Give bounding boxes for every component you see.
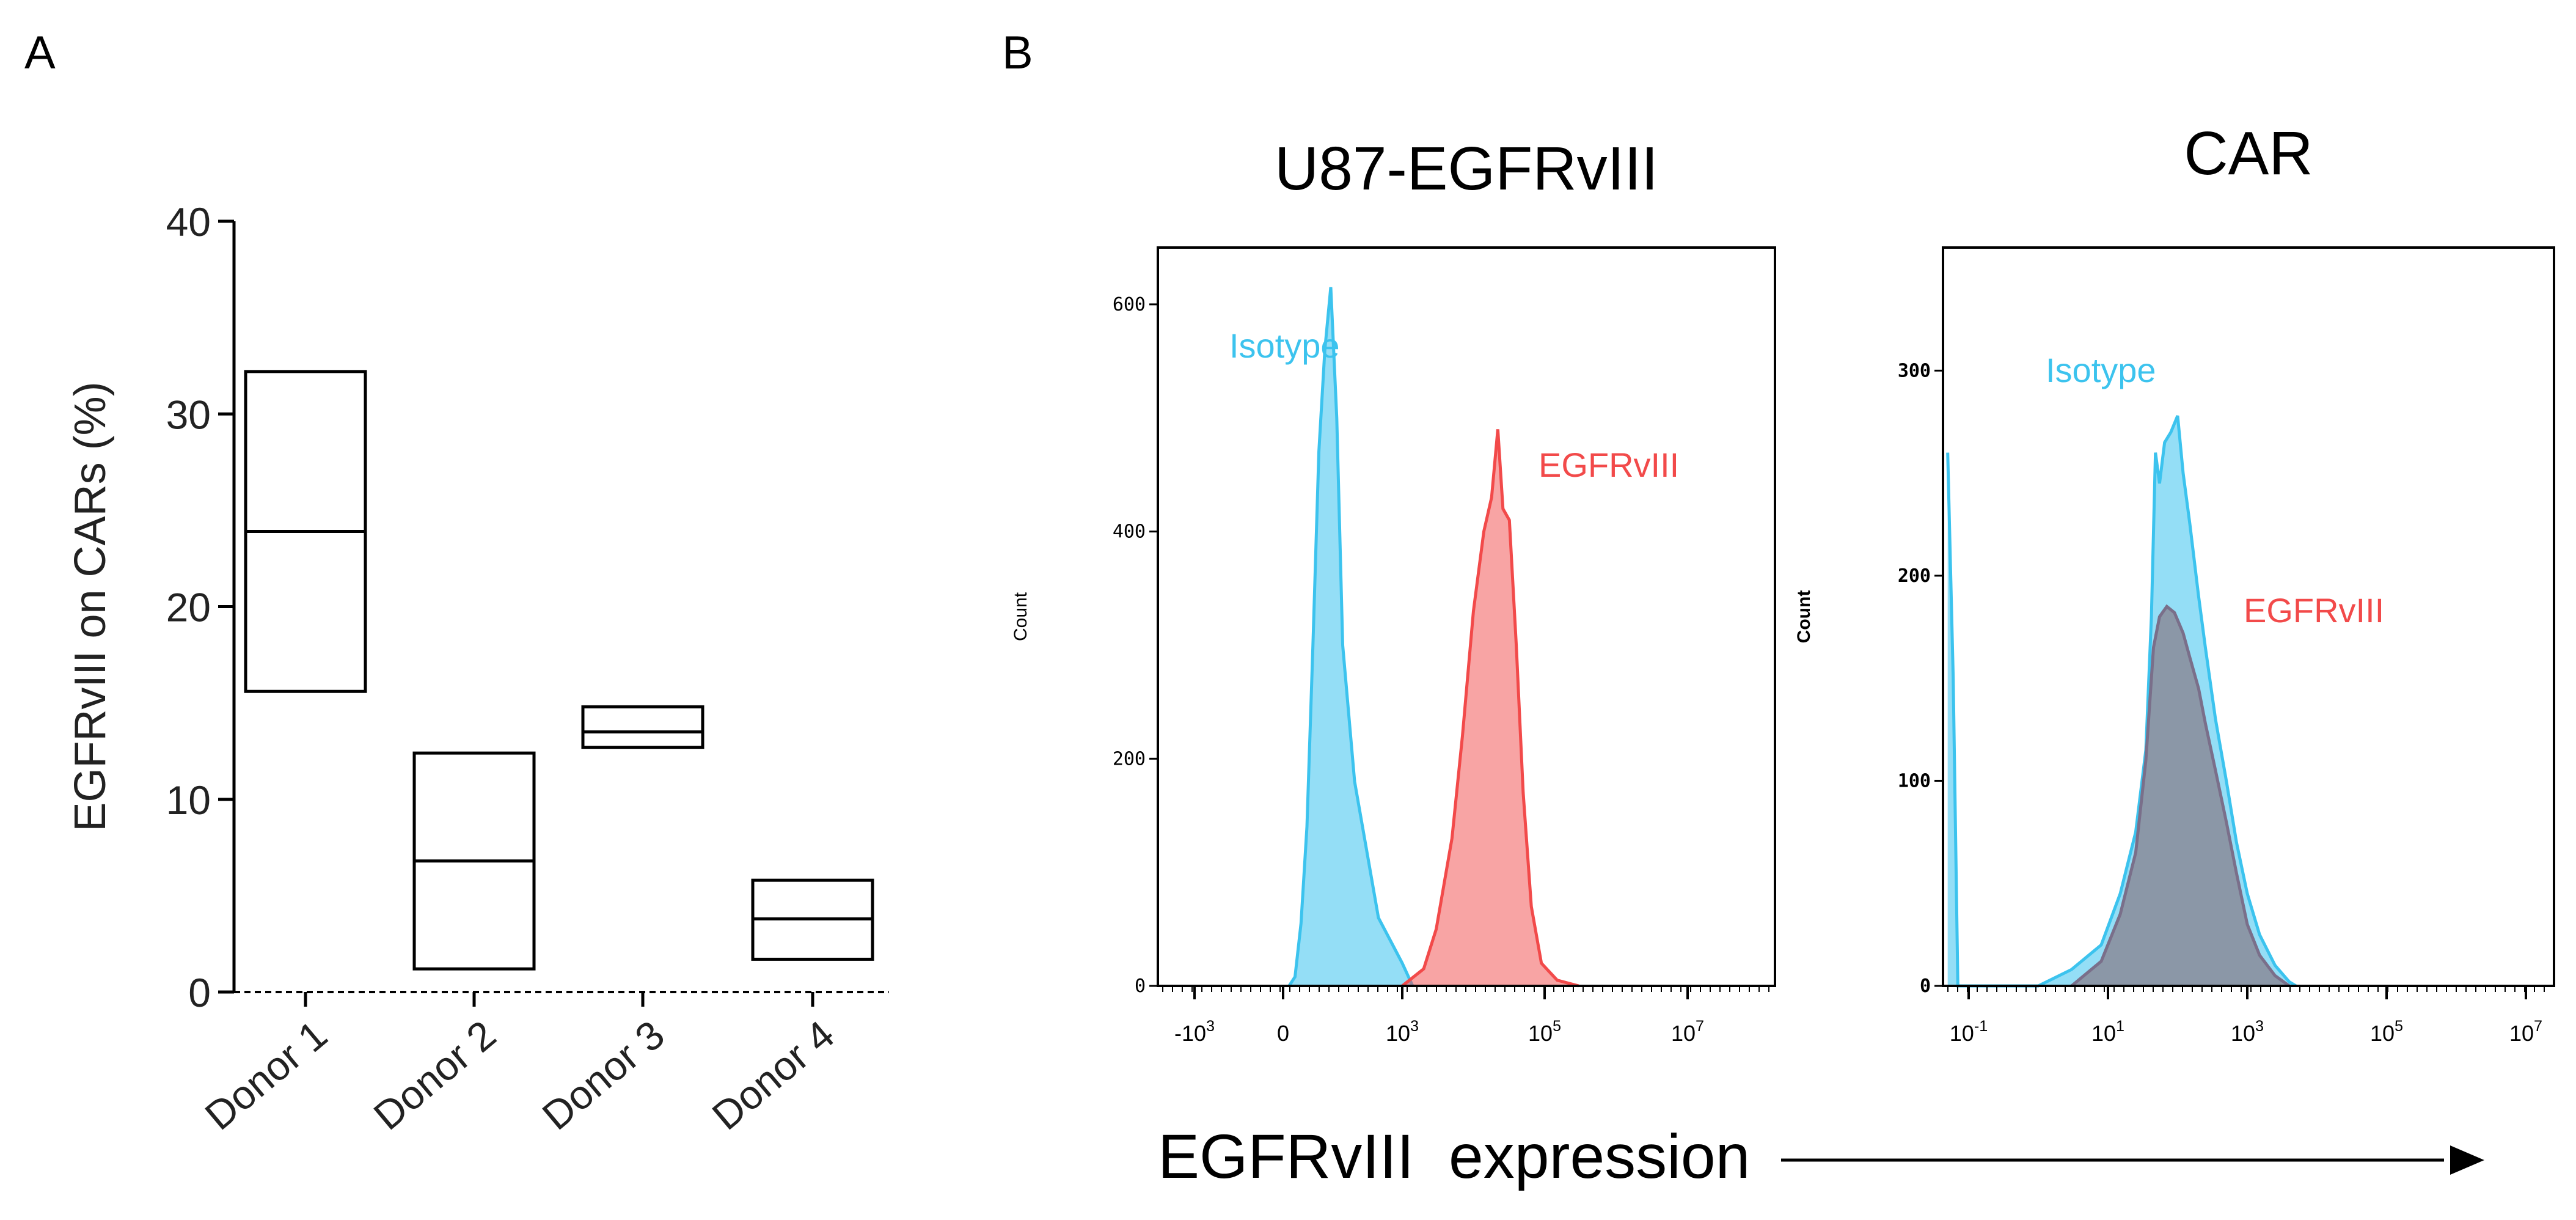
series-label-isotype: Isotype: [2046, 351, 2156, 389]
y-tick-label: 0: [188, 970, 211, 1015]
series-label-egfrviii: EGFRvIII: [2244, 591, 2384, 630]
panel-label-a: A: [24, 27, 56, 79]
y-tick-label: 0: [1920, 976, 1931, 997]
x-tick-label-exp: 3: [2255, 1018, 2264, 1035]
y-tick-label: 30: [166, 392, 211, 437]
x-tick-label: Donor 3: [534, 1012, 673, 1139]
x-tick-label-exp: 5: [1553, 1018, 1561, 1035]
x-tick-label-base: 10: [2509, 1021, 2534, 1046]
x-tick-label-base: 10: [1671, 1021, 1696, 1046]
x-tick-label: Donor 4: [704, 1012, 843, 1139]
x-tick-label-base: 10: [1950, 1021, 1974, 1046]
chart-title: CAR: [2184, 119, 2313, 188]
series-area-egfrviii: [2071, 606, 2289, 986]
y-tick-label: 200: [1113, 748, 1146, 770]
shared-x-axis-label: EGFRvIII expression: [1158, 1122, 1750, 1191]
y-tick-label: 10: [166, 777, 211, 823]
y-tick-label: 100: [1898, 770, 1931, 792]
y-axis-label: Count: [1794, 590, 1814, 644]
series-line-isotype: [1287, 287, 1414, 987]
series-label-egfrviii: EGFRvIII: [1539, 446, 1679, 484]
y-axis-label: EGFRvIII on CARs (%): [66, 381, 115, 831]
series-label-isotype: Isotype: [1229, 326, 1340, 365]
panel-label-b: B: [1002, 27, 1033, 79]
y-tick-label: 200: [1898, 565, 1931, 587]
box-3: [581, 705, 704, 749]
x-tick-label: 0: [1277, 1021, 1289, 1046]
x-tick-label-base: 10: [1386, 1021, 1410, 1046]
x-tick-label: 105: [1528, 1018, 1561, 1046]
x-tick-label: Donor 2: [365, 1012, 504, 1139]
series-area-isotype: [1289, 287, 1413, 986]
x-tick-label-base: 10: [1528, 1021, 1553, 1046]
x-tick-label-exp: 3: [1206, 1018, 1215, 1035]
y-tick-label: 600: [1113, 294, 1146, 315]
x-tick-label-base: 10: [2091, 1021, 2116, 1046]
x-tick-label: Donor 1: [197, 1012, 335, 1139]
x-tick-label: 107: [2509, 1018, 2542, 1046]
x-tick-label-exp: -1: [1974, 1018, 1988, 1035]
x-tick-label-base: 10: [2231, 1021, 2255, 1046]
x-tick-label: 101: [2091, 1018, 2124, 1046]
y-tick-label: 300: [1898, 360, 1931, 381]
series-area-egfrviii: [1402, 429, 1579, 986]
x-tick-label-exp: 7: [2534, 1018, 2542, 1035]
y-tick-label: 0: [1135, 976, 1146, 997]
chart-title: U87-EGFRvIII: [1275, 134, 1658, 203]
x-tick-label-exp: 5: [2395, 1018, 2403, 1035]
x-tick-label-base: 10: [2370, 1021, 2395, 1046]
x-tick-label-exp: 7: [1696, 1018, 1704, 1035]
x-tick-label-base: 0: [1277, 1021, 1289, 1046]
y-tick-label: 40: [166, 199, 211, 244]
series-line-egfrviii: [1401, 429, 1579, 988]
y-axis-label: Count: [1011, 592, 1031, 641]
x-tick-label: -103: [1174, 1018, 1215, 1046]
y-tick-label: 400: [1113, 521, 1146, 543]
x-tick-label: 103: [1386, 1018, 1419, 1046]
x-tick-label: 105: [2370, 1018, 2403, 1046]
x-tick-label-exp: 3: [1410, 1018, 1419, 1035]
y-tick-label: 20: [166, 585, 211, 630]
x-tick-label: 103: [2231, 1018, 2264, 1046]
x-axis-arrow-head: [2450, 1145, 2484, 1175]
x-tick-label: 107: [1671, 1018, 1704, 1046]
x-tick-label-base: -10: [1174, 1021, 1206, 1046]
series-line-egfrviii: [2070, 604, 2291, 988]
x-tick-label-exp: 1: [2116, 1018, 2124, 1035]
series-line-isotype: [1946, 415, 2297, 988]
x-tick-label: 10-1: [1950, 1018, 1988, 1046]
